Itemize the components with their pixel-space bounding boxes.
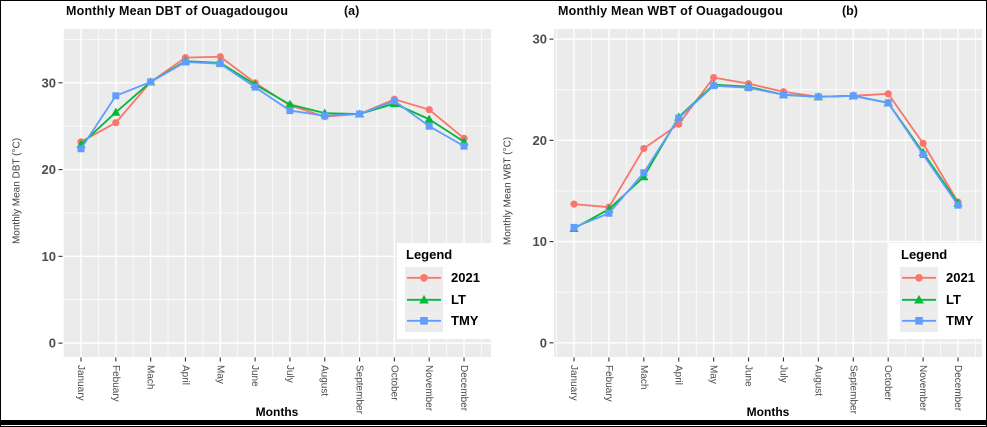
x-tick-label: Mach bbox=[145, 365, 156, 389]
legend-label: LT bbox=[451, 291, 466, 307]
x-tick-label: January bbox=[568, 365, 579, 401]
legend-key-triangle-icon bbox=[900, 288, 938, 311]
x-tick-label: July bbox=[284, 365, 295, 383]
legend-keys: 2021 LT TMY bbox=[900, 267, 975, 332]
x-tick-label: Mach bbox=[638, 365, 649, 389]
legend-item-2021: 2021 bbox=[900, 267, 975, 289]
legend-item-tmy: TMY bbox=[900, 310, 975, 332]
chart-b-x-axis-title: Months bbox=[746, 405, 790, 419]
axis-ticks bbox=[549, 38, 959, 362]
y-tick-label: 30 bbox=[42, 75, 56, 90]
x-tick-label: October bbox=[388, 365, 399, 401]
legend-key-triangle-icon bbox=[405, 288, 443, 311]
x-tick-label: December bbox=[952, 365, 963, 412]
series-TMY-line bbox=[573, 84, 959, 229]
legend-key-square-icon bbox=[405, 310, 443, 332]
chart-b-y-axis-title: Monthly Mean WBT (°C) bbox=[502, 136, 514, 246]
x-tick-label: Febuary bbox=[110, 365, 121, 402]
legend-key-circle-icon bbox=[405, 267, 443, 289]
x-tick-label: Febuary bbox=[603, 365, 614, 402]
x-tick-label: April bbox=[179, 365, 190, 385]
legend-key-square-icon bbox=[900, 310, 938, 332]
x-tick-label: August bbox=[319, 365, 330, 396]
legend-item-2021: 2021 bbox=[405, 267, 480, 289]
legend-label: LT bbox=[946, 291, 961, 307]
y-tick-label: 10 bbox=[533, 234, 547, 249]
y-tick-label: 0 bbox=[49, 336, 56, 351]
x-tick-label: September bbox=[354, 365, 365, 415]
x-tick-label: June bbox=[249, 365, 260, 387]
series-TMY-line bbox=[80, 61, 465, 150]
chart-b-tag: (b) bbox=[842, 4, 858, 18]
legend-title: Legend bbox=[901, 247, 948, 262]
y-tick-label: 0 bbox=[540, 335, 547, 350]
series-TMY-markers bbox=[77, 58, 468, 153]
x-tick-label: May bbox=[708, 365, 719, 384]
figure-bottom-border bbox=[1, 420, 986, 425]
legend-label: TMY bbox=[451, 313, 479, 329]
x-tick-label: November bbox=[423, 365, 434, 412]
legend-keys: 2021 LT TMY bbox=[405, 267, 480, 332]
chart-a-legend: Legend 2021 LT TMY bbox=[397, 243, 497, 339]
chart-a-y-axis-title: Monthly Mean DBT (°C) bbox=[11, 137, 23, 245]
legend-title: Legend bbox=[406, 247, 453, 262]
legend-item-tmy: TMY bbox=[405, 310, 480, 332]
series-TMY-markers bbox=[570, 82, 962, 231]
chart-b-panel: 0 10 20 30 January Febuary Mach April May June Jul… bbox=[533, 29, 982, 415]
y-tick-label: 20 bbox=[533, 133, 547, 148]
x-tick-label: December bbox=[458, 365, 469, 412]
chart-b-legend: Legend 2021 LT TMY bbox=[889, 243, 986, 339]
legend-label: TMY bbox=[946, 313, 974, 329]
legend-key-circle-icon bbox=[900, 267, 938, 289]
chart-a-x-axis-title: Months bbox=[255, 405, 299, 419]
chart-a-tag: (a) bbox=[344, 4, 360, 18]
minor-gridlines bbox=[63, 29, 491, 357]
chart-a-panel: 0 10 20 30 January Febuary Mach April May June Jul… bbox=[42, 29, 491, 415]
legend-label: 2021 bbox=[946, 270, 975, 286]
chart-a-title: Monthly Mean DBT of Ouagadougou bbox=[66, 4, 289, 18]
axis-ticks bbox=[58, 82, 465, 362]
legend-label: 2021 bbox=[451, 270, 480, 286]
x-tick-label: May bbox=[214, 365, 225, 384]
legend-item-lt: LT bbox=[405, 288, 480, 311]
y-tick-label: 20 bbox=[42, 162, 56, 177]
x-tick-label: September bbox=[847, 365, 858, 415]
x-tick-label: August bbox=[812, 365, 823, 396]
y-tick-label: 10 bbox=[42, 249, 56, 264]
legend-item-lt: LT bbox=[900, 288, 975, 311]
x-tick-label: July bbox=[777, 365, 788, 383]
chart-b-title: Monthly Mean WBT of Ouagadougou bbox=[558, 4, 783, 18]
x-tick-label: October bbox=[882, 365, 893, 401]
y-tick-label: 30 bbox=[533, 32, 547, 47]
x-tick-label: January bbox=[75, 365, 86, 401]
x-tick-label: April bbox=[673, 365, 684, 385]
x-tick-label: June bbox=[743, 365, 754, 387]
x-tick-label: November bbox=[917, 365, 928, 412]
series-2021-line bbox=[573, 76, 959, 209]
